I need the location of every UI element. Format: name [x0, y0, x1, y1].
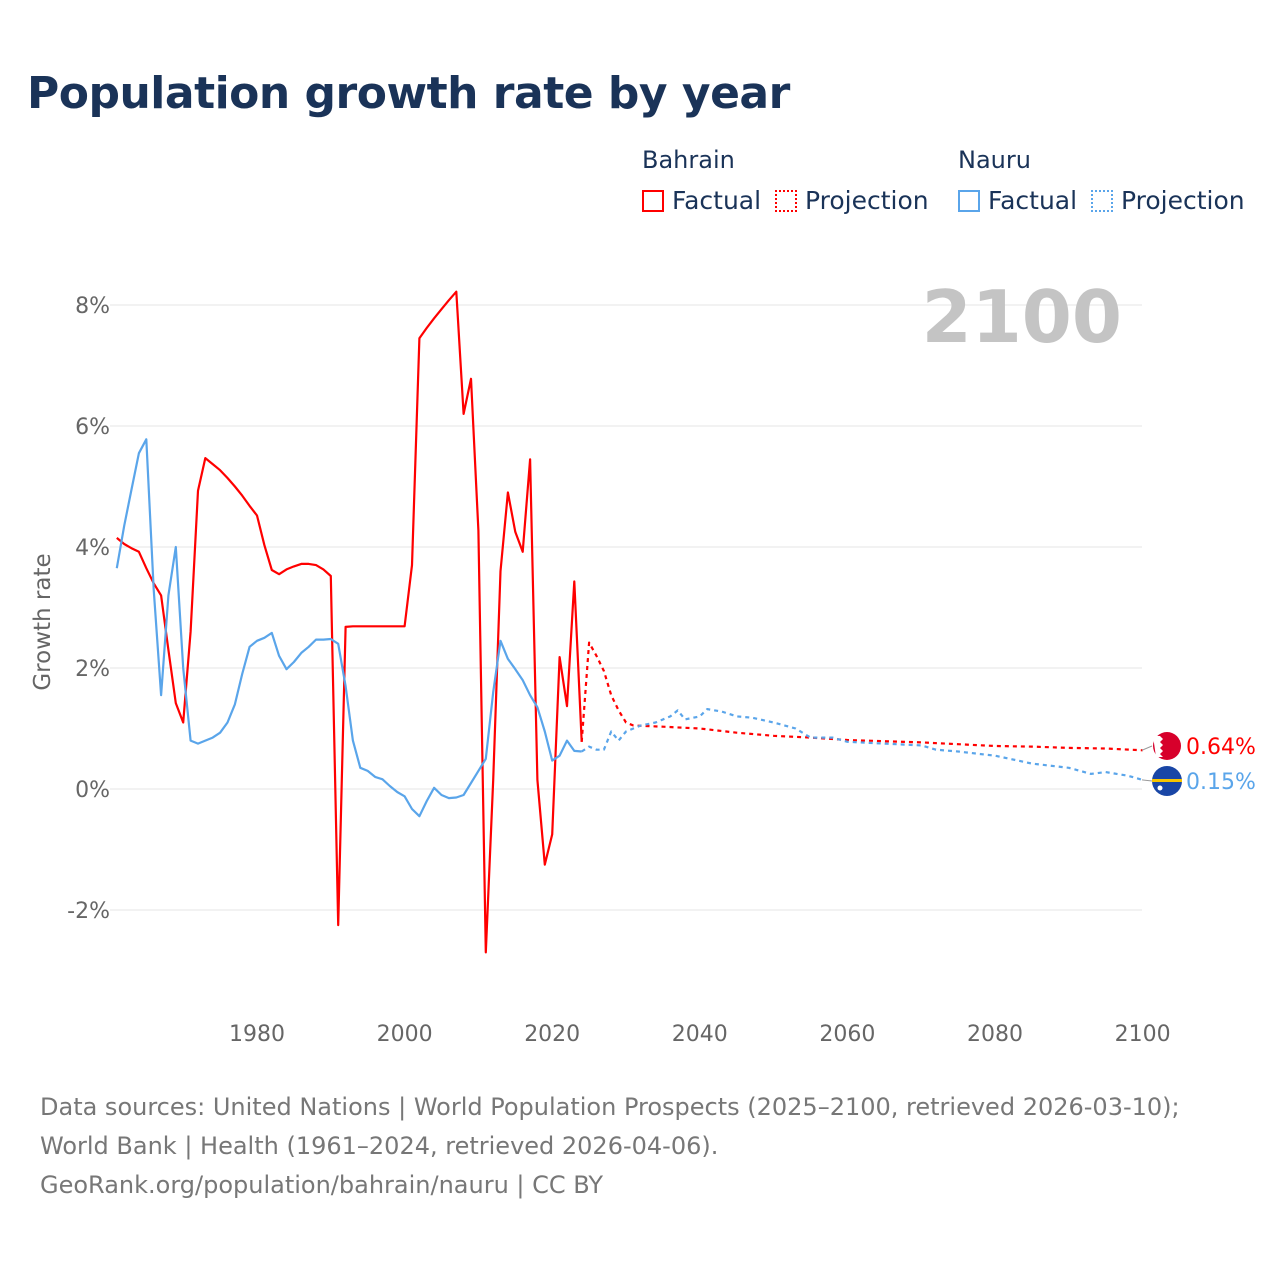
nauru-flag-icon	[1152, 766, 1182, 796]
line-chart: 8% 6% 4% 2% 0% -2% 1980 2000 2020 2040 2060 2080 210…	[30, 275, 1256, 1047]
bahrain-flag-icon	[1153, 732, 1181, 760]
end-value-label: 0.15%	[1186, 770, 1256, 795]
legend-label: Factual	[988, 186, 1078, 215]
year-watermark: 2100	[922, 275, 1122, 359]
legend-group-bahrain: Bahrain	[642, 146, 735, 174]
x-tick-label: 2060	[819, 1022, 875, 1047]
legend-bahrain-factual[interactable]: Factual	[642, 186, 761, 215]
y-tick-label: 6%	[75, 415, 110, 440]
footer: Data sources: United Nations | World Pop…	[40, 1088, 1240, 1205]
legend-label: Projection	[1121, 186, 1245, 215]
legend-swatch-dotted	[1091, 189, 1113, 212]
legend-nauru-projection[interactable]: Projection	[1091, 186, 1245, 215]
y-tick-label: -2%	[67, 899, 110, 924]
series-nauru-projection	[581, 707, 1143, 781]
x-tick-label: 2020	[524, 1022, 580, 1047]
data-sources: Data sources: United Nations | World Pop…	[40, 1093, 1180, 1160]
legend-bahrain-projection[interactable]: Projection	[775, 186, 929, 215]
y-tick-label: 0%	[75, 778, 110, 803]
flag-white	[1153, 736, 1163, 757]
y-tick-label: 8%	[75, 294, 110, 319]
x-tick-label: 2040	[672, 1022, 728, 1047]
x-tick-label: 2100	[1115, 1022, 1171, 1047]
x-tick-label: 2080	[967, 1022, 1023, 1047]
leader-line	[1141, 745, 1153, 751]
x-tick-label: 2000	[377, 1022, 433, 1047]
legend-swatch-solid	[958, 189, 980, 212]
legend-nauru-factual[interactable]: Factual	[958, 186, 1077, 215]
flag-stripe	[1152, 779, 1182, 782]
series-bahrain-factual	[116, 290, 583, 954]
legend-swatch-dotted	[775, 189, 797, 212]
y-tick-label: 4%	[75, 536, 110, 561]
x-tick-label: 1980	[229, 1022, 285, 1047]
legend-label: Projection	[805, 186, 929, 215]
legend-label: Factual	[672, 186, 762, 215]
legend-swatch-solid	[642, 189, 664, 212]
y-axis-label: Growth rate	[30, 553, 56, 690]
legend-group-nauru: Nauru	[958, 146, 1031, 174]
end-value-label: 0.64%	[1186, 735, 1256, 760]
series-bahrain-projection	[580, 641, 1143, 752]
series-nauru-factual	[115, 438, 582, 818]
chart-title: Population growth rate by year	[27, 68, 790, 119]
leader-line	[1141, 779, 1153, 782]
flag-star	[1157, 785, 1163, 791]
attribution-link[interactable]: GeoRank.org/population/bahrain/nauru | C…	[40, 1171, 604, 1199]
y-tick-label: 2%	[75, 657, 110, 682]
